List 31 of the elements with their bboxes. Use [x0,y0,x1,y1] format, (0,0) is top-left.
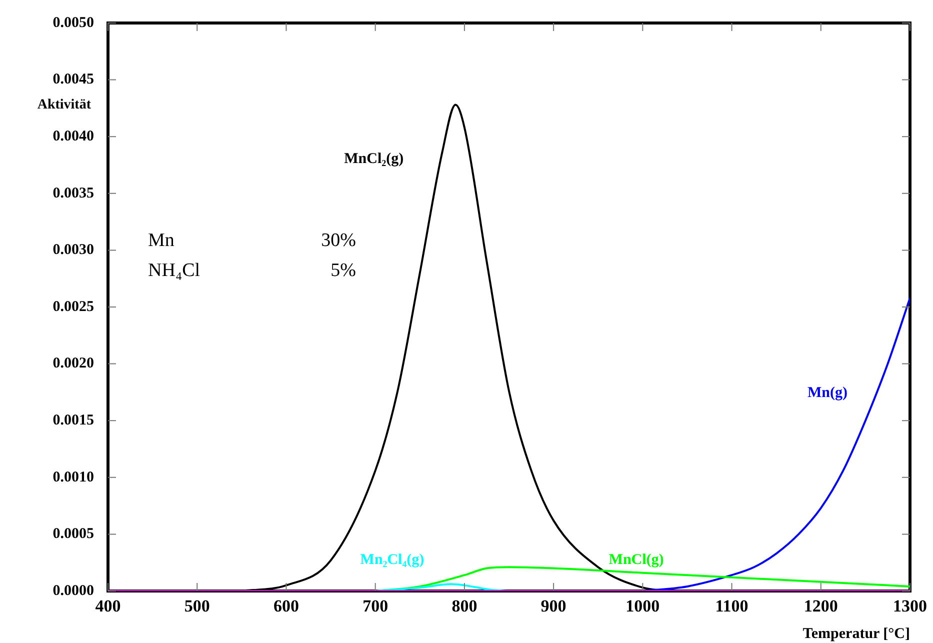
y-tick-label: 0.0005 [52,526,94,542]
y-tick-label: 0.0040 [52,128,94,144]
x-tick-label: 1300 [893,596,927,616]
x-axis-title: Temperatur [°C] [802,626,910,642]
series-label: Mn₂Cl₄(g) [360,552,424,568]
y-tick-label: 0.0015 [52,412,94,428]
y-tick-label: 0.0050 [52,14,94,31]
x-tick-label: 900 [540,596,566,616]
y-tick-label: 0.0030 [52,242,94,258]
text: MnCl₂(g) [344,151,404,168]
y-tick-label: 0.0000 [52,582,94,599]
series-label: Mn(g) [808,385,848,402]
x-tick-label: 500 [184,596,210,616]
y-tick-label: 0.0045 [52,72,94,88]
y-axis-title: Aktivität [37,97,92,112]
series-label: MnCl(g) [608,552,664,568]
annotation: Mn [148,230,175,251]
y-tick-label: 0.0025 [52,298,94,315]
x-tick-label: 400 [95,596,121,616]
x-tick-label: 1200 [804,596,838,616]
y-tick-label: 0.0035 [52,185,94,202]
y-tick-label: 0.0020 [52,356,94,372]
x-tick-label: 700 [362,596,388,616]
annotation: NH₄Cl [148,260,200,281]
x-tick-label: 800 [452,596,478,616]
y-tick-label: 0.0010 [52,469,94,486]
annotation: 30% [321,230,356,251]
annotation: 5% [330,260,356,281]
x-tick-label: 1100 [715,596,748,616]
x-tick-label: 600 [273,596,299,616]
x-tick-label: 1000 [626,596,660,616]
